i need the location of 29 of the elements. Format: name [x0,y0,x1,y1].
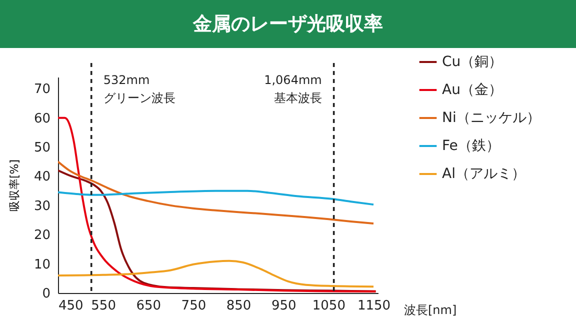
legend-label: Fe（鉄） [442,138,500,154]
y-tick-label: 70 [34,82,50,98]
y-tick-label: 30 [34,198,50,214]
y-tick-label: 50 [34,140,50,156]
ref-line-label: 1,064mm 基本波長 [264,73,322,105]
x-tick-label: 550 [91,298,116,314]
legend-label: Au（金） [442,82,502,98]
x-tick-label: 650 [136,298,162,314]
line-series [58,260,374,288]
y-tick-label: 40 [34,170,50,185]
legend-label: Ni（ニッケル） [442,110,540,126]
y-tick-label: 10 [34,257,50,272]
x-tick-label: 1050 [312,298,346,314]
ref-line-label: 532mm グリーン波長 [103,73,176,105]
x-tick-label: 1150 [357,298,391,314]
line-series [58,190,374,206]
chart-title: 金属のレーザ光吸収率 [192,13,383,35]
y-tick-label: 60 [34,111,50,126]
y-axis-title: 吸収率[%] [8,159,21,212]
line-series [58,160,374,225]
x-tick-label: 450 [58,298,84,314]
y-tick-label: 0 [42,286,50,302]
x-axis-title: 波長[nm] [404,303,457,317]
legend-label: Al（アルミ） [442,166,526,182]
x-tick-label: 850 [226,298,252,314]
y-tick-label: 20 [34,228,50,244]
legend-label: Cu（銅） [442,54,503,70]
x-tick-label: 950 [271,298,296,314]
x-tick-label: 750 [181,298,206,314]
